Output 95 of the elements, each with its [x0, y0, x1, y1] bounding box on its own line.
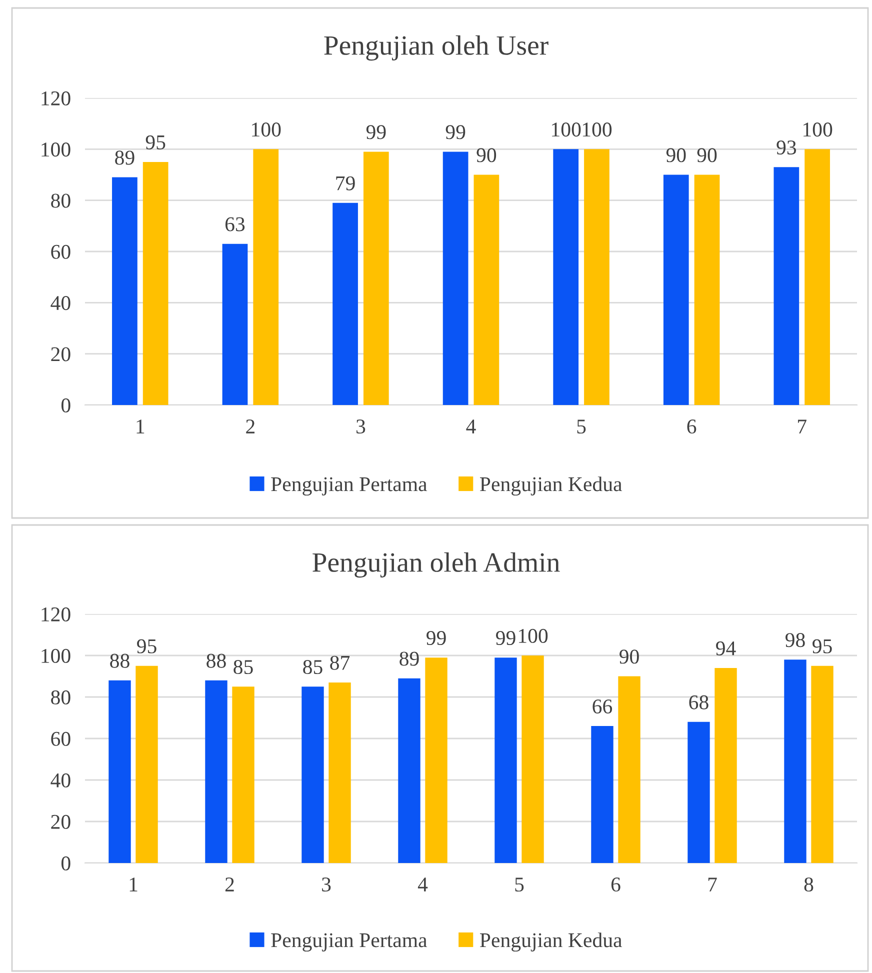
bar	[328, 682, 351, 863]
bar	[205, 680, 228, 863]
bar	[494, 658, 517, 863]
x-tick-label: 3	[322, 878, 331, 892]
bar	[553, 149, 579, 405]
y-tick-label: 120	[42, 607, 70, 622]
x-tick-label: 7	[798, 420, 806, 434]
y-tick-label: 60	[51, 732, 70, 746]
x-tick-label: 2	[225, 878, 234, 892]
bar	[136, 666, 158, 863]
bar	[474, 174, 500, 405]
bar	[774, 167, 800, 405]
y-tick-label: 0	[61, 856, 70, 870]
x-tick-label: 7	[708, 878, 717, 892]
y-tick-label: 100	[42, 648, 70, 663]
data-label: 90	[476, 148, 496, 162]
bar	[363, 152, 389, 405]
data-label: 95	[137, 639, 156, 654]
data-label: 85	[303, 660, 322, 674]
data-label: 100	[518, 628, 548, 643]
data-label: 93	[776, 140, 796, 155]
data-label: 68	[689, 695, 708, 710]
data-label: 66	[592, 699, 612, 714]
bar	[425, 658, 448, 863]
x-tick-label: 3	[356, 420, 366, 434]
data-label: 88	[110, 654, 130, 668]
y-tick-label: 40	[50, 296, 70, 310]
data-label: 95	[146, 135, 166, 150]
x-tick-label: 1	[136, 420, 144, 434]
legend-label: Pengujian Kedua	[480, 476, 622, 496]
y-tick-label: 40	[50, 773, 70, 788]
x-tick-label: 5	[577, 420, 586, 434]
data-label: 99	[446, 125, 466, 140]
data-label: 100	[804, 122, 832, 137]
data-label: 95	[812, 639, 832, 654]
bar	[688, 722, 710, 863]
bar	[804, 149, 830, 405]
chart-title: Pengujian oleh Admin	[312, 552, 560, 578]
bar	[253, 149, 279, 405]
y-tick-label: 80	[51, 194, 70, 208]
bar	[332, 202, 358, 405]
legend-label: Pengujian Pertama	[271, 933, 428, 952]
data-label: 98	[785, 633, 805, 648]
bar	[398, 678, 420, 863]
data-label: 85	[234, 660, 253, 674]
bar	[663, 174, 689, 405]
data-label: 99	[496, 631, 516, 646]
y-tick-label: 120	[42, 91, 70, 106]
chart-title: Pengujian oleh User	[324, 35, 548, 61]
legend-label: Pengujian Kedua	[480, 932, 622, 952]
x-tick-label: 4	[418, 878, 428, 892]
data-label: 90	[620, 650, 639, 664]
bar	[784, 660, 806, 863]
y-tick-label: 60	[51, 244, 70, 259]
y-tick-label: 20	[51, 814, 70, 829]
bar	[714, 668, 737, 863]
x-tick-label: 5	[515, 878, 524, 892]
data-label: 100	[582, 122, 612, 137]
bar	[618, 676, 640, 863]
x-tick-label: 4	[466, 420, 476, 434]
y-tick-label: 20	[51, 347, 70, 362]
data-label: 99	[366, 125, 386, 140]
bar	[302, 686, 324, 863]
legend-label: Pengujian Pertama	[271, 477, 428, 496]
bar	[584, 149, 610, 405]
x-tick-label: 1	[130, 878, 138, 892]
x-tick-label: 6	[687, 420, 696, 434]
bar	[108, 680, 131, 863]
data-label: 100	[252, 122, 281, 137]
bar	[811, 666, 834, 863]
x-tick-label: 6	[611, 878, 620, 892]
data-label: 63	[225, 217, 245, 232]
y-tick-label: 0	[61, 398, 70, 412]
bar	[142, 162, 168, 405]
bar	[522, 656, 544, 863]
bar	[442, 152, 468, 405]
data-label: 99	[426, 631, 446, 646]
data-label: 90	[666, 148, 686, 162]
data-label: 89	[400, 652, 419, 666]
data-label: 90	[697, 148, 717, 162]
x-tick-label: 8	[804, 877, 814, 892]
data-label: 89	[115, 150, 134, 165]
data-label: 87	[330, 656, 350, 670]
data-label: 100	[552, 122, 581, 137]
y-tick-label: 80	[51, 690, 70, 704]
data-label: 79	[336, 176, 355, 190]
data-label: 88	[206, 654, 226, 668]
bar	[694, 174, 720, 405]
data-label: 94	[716, 641, 736, 656]
x-tick-label: 2	[246, 420, 254, 434]
bar	[232, 686, 254, 863]
bar	[591, 726, 614, 863]
bar	[222, 244, 248, 405]
bar	[112, 177, 138, 405]
y-tick-label: 100	[42, 142, 70, 157]
